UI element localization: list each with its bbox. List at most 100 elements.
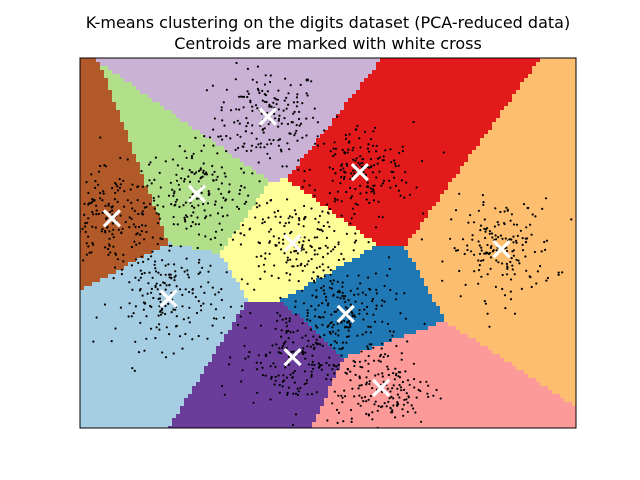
region-cell-4551 [428, 202, 433, 207]
region-cell-2336 [496, 130, 501, 135]
region-cell-1056 [336, 90, 341, 95]
region-cell-650 [200, 78, 205, 83]
region-cell-1661 [276, 110, 281, 115]
region-cell-2703 [476, 142, 481, 147]
region-cell-1029 [228, 90, 233, 95]
region-cell-3474 [88, 170, 93, 175]
region-cell-1470 [504, 102, 509, 107]
region-cell-2249 [148, 130, 153, 135]
region-cell-3141 [244, 158, 249, 163]
region-cell-1388 [176, 102, 181, 107]
region-cell-1368 [96, 102, 101, 107]
region-cell-4993 [212, 218, 217, 223]
region-cell-1810 [376, 114, 381, 119]
region-cell-589 [452, 74, 457, 79]
region-cell-4298 [408, 194, 413, 199]
region-cell-2781 [292, 146, 297, 151]
region-cell-3770 [280, 178, 285, 183]
region-cell-4388 [272, 198, 277, 203]
region-cell-235 [524, 62, 529, 67]
region-cell-4836 [80, 214, 85, 219]
region-cell-2842 [536, 146, 541, 151]
region-cell-1800 [336, 114, 341, 119]
region-cell-453 [404, 70, 409, 75]
region-cell-4454 [536, 198, 541, 203]
region-cell-2942 [440, 150, 445, 155]
region-cell-958 [440, 86, 445, 91]
region-cell-4697 [516, 206, 521, 211]
region-cell-4874 [232, 214, 237, 219]
region-cell-1356 [544, 98, 549, 103]
region-cell-471 [476, 70, 481, 75]
region-cell-3839 [556, 178, 561, 183]
region-cell-2821 [452, 146, 457, 151]
region-cell-339 [444, 66, 449, 71]
region-cell-1121 [100, 94, 105, 99]
region-cell-1973 [532, 118, 537, 123]
region-cell-3483 [124, 170, 129, 175]
region-cell-1551 [332, 106, 337, 111]
region-cell-1896 [224, 118, 229, 123]
region-cell-4598 [120, 206, 125, 211]
region-cell-4940 [496, 214, 501, 219]
region-cell-3253 [196, 162, 201, 167]
region-cell-662 [248, 78, 253, 83]
region-cell-1650 [232, 110, 237, 115]
region-cell-394 [168, 70, 173, 75]
region-cell-1261 [164, 98, 169, 103]
region-cell-976 [512, 86, 517, 91]
region-cell-158 [216, 62, 221, 67]
region-cell-4071 [492, 186, 497, 191]
region-cell-827 [412, 82, 417, 87]
region-cell-2540 [320, 138, 325, 143]
region-cell-944 [384, 86, 389, 91]
region-cell-3949 [500, 182, 505, 187]
region-cell-1140 [176, 94, 181, 99]
region-cell-2570 [440, 138, 445, 143]
region-cell-840 [464, 82, 469, 87]
region-cell-2304 [368, 130, 373, 135]
region-cell-4903 [348, 214, 353, 219]
region-cell-2504 [176, 138, 181, 143]
region-cell-2274 [248, 130, 253, 135]
region-cell-4603 [140, 206, 145, 211]
region-cell-2752 [176, 146, 181, 151]
region-cell-1875 [140, 118, 145, 123]
region-cell-2741 [132, 146, 137, 151]
region-cell-1165 [276, 94, 281, 99]
region-cell-3486 [136, 170, 141, 175]
region-cell-4108 [144, 190, 149, 195]
region-cell-561 [340, 74, 345, 79]
region-cell-4431 [444, 198, 449, 203]
region-cell-4850 [136, 214, 141, 219]
region-cell-4471 [108, 202, 113, 207]
region-cell-530 [216, 74, 221, 79]
region-cell-4211 [556, 190, 561, 195]
region-cell-3242 [152, 162, 157, 167]
region-cell-1230 [536, 94, 541, 99]
region-cell-105 [500, 58, 505, 63]
region-cell-3695 [476, 174, 481, 179]
region-cell-1134 [152, 94, 157, 99]
region-cell-3852 [112, 182, 117, 187]
region-cell-2376 [160, 134, 165, 139]
region-cell-4328 [528, 194, 533, 199]
region-cell-4858 [168, 214, 173, 219]
region-cell-125 [84, 62, 89, 67]
region-cell-1169 [292, 94, 297, 99]
region-cell-4707 [556, 206, 561, 211]
region-cell-4325 [516, 194, 521, 199]
region-cell-1554 [344, 106, 349, 111]
region-cell-4678 [440, 206, 445, 211]
region-cell-119 [556, 58, 561, 63]
region-cell-4164 [368, 190, 373, 195]
region-cell-3821 [484, 178, 489, 183]
region-cell-1417 [292, 102, 297, 107]
region-cell-2571 [444, 138, 449, 143]
region-cell-3599 [92, 174, 97, 179]
region-cell-1865 [100, 118, 105, 123]
region-cell-4951 [540, 214, 545, 219]
region-cell-3977 [116, 186, 121, 191]
region-cell-4774 [328, 210, 333, 215]
region-cell-3495 [172, 170, 177, 175]
